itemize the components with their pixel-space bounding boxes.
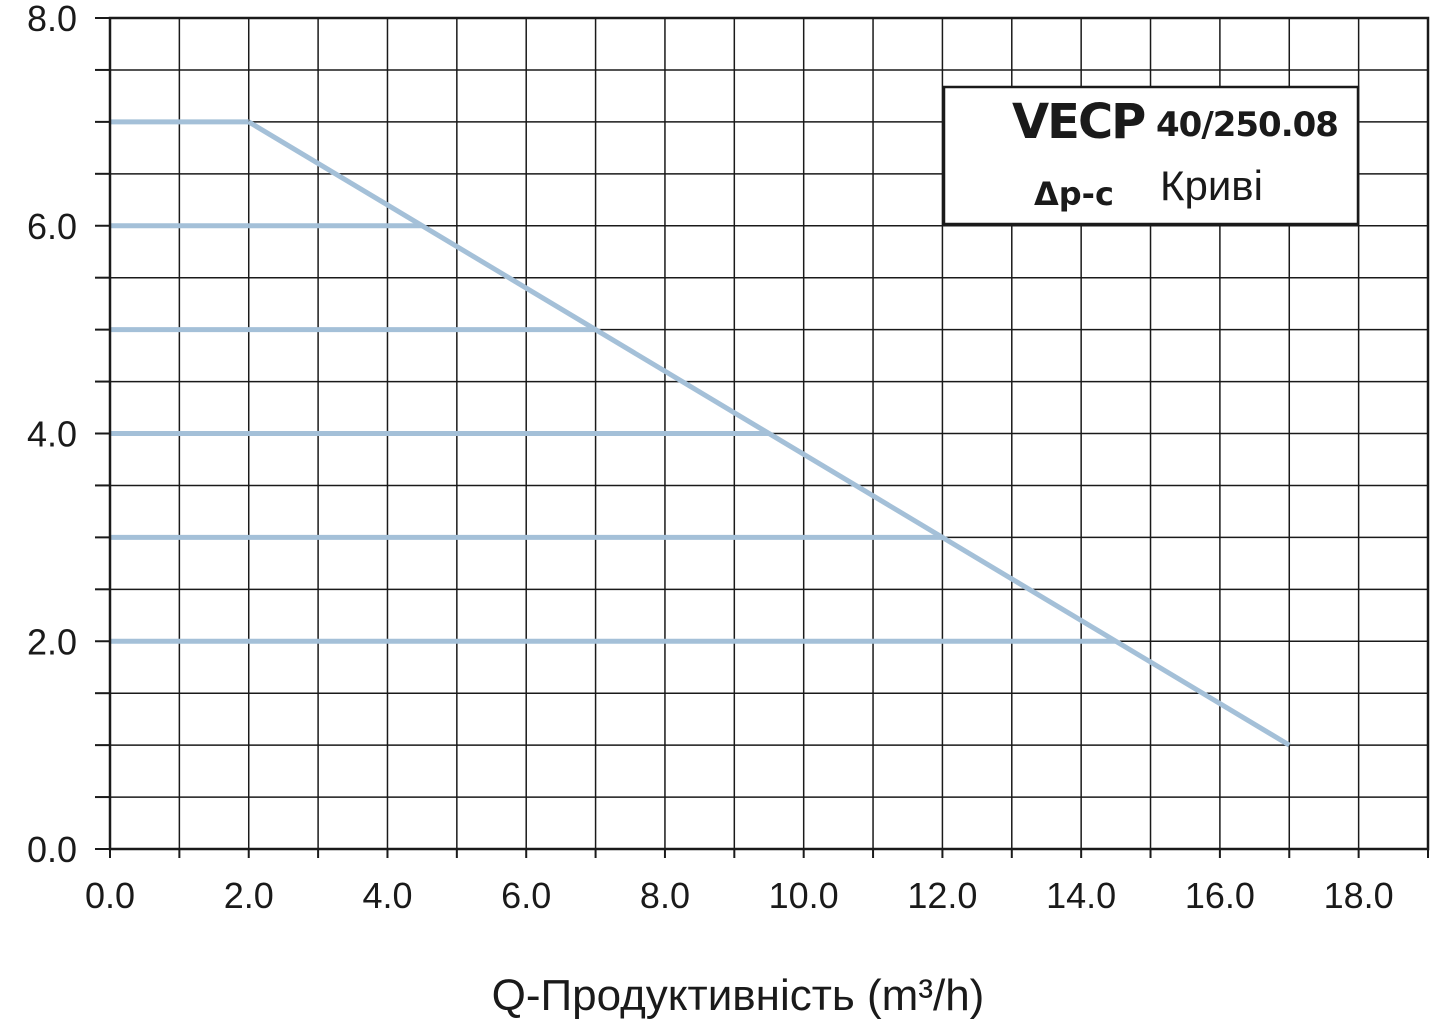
x-tick-label: 12.0 — [907, 875, 977, 916]
curve-line — [247, 119, 1291, 748]
legend-frame — [942, 85, 1360, 226]
x-tick-labels: 0.0 2.0 4.0 6.0 8.0 10.0 12.0 14.0 16.0 18.0 — [85, 875, 1394, 916]
x-tick-label: 4.0 — [362, 875, 412, 916]
y-tick-labels: 0.0 2.0 4.0 6.0 8.0 — [27, 0, 77, 870]
x-tick-label: 14.0 — [1046, 875, 1116, 916]
x-axis-label: Q-Продуктивність (m³/h) — [492, 971, 985, 1020]
x-tick-label: 8.0 — [640, 875, 690, 916]
y-tick-label: 0.0 — [27, 829, 77, 870]
legend-box: VECP 40/250.08 Δp-c Криві — [942, 85, 1360, 226]
series-group — [110, 119, 1291, 748]
y-tick-label: 2.0 — [27, 621, 77, 662]
x-tick-label: 16.0 — [1185, 875, 1255, 916]
tick-marks — [95, 17, 1429, 858]
x-tick-label: 2.0 — [224, 875, 274, 916]
x-tick-label: 0.0 — [85, 875, 135, 916]
y-tick-label: 8.0 — [27, 0, 77, 39]
legend-model: VECP — [1012, 94, 1145, 150]
x-tick-label: 6.0 — [501, 875, 551, 916]
legend-word: Криві — [1160, 162, 1263, 209]
grid — [110, 18, 1428, 849]
x-tick-label: 18.0 — [1324, 875, 1394, 916]
x-tick-label: 10.0 — [769, 875, 839, 916]
legend-mode: Δp-c — [1034, 175, 1114, 213]
y-tick-label: 4.0 — [27, 414, 77, 455]
y-tick-label: 6.0 — [27, 206, 77, 247]
legend-model-number: 40/250.08 — [1156, 105, 1338, 145]
